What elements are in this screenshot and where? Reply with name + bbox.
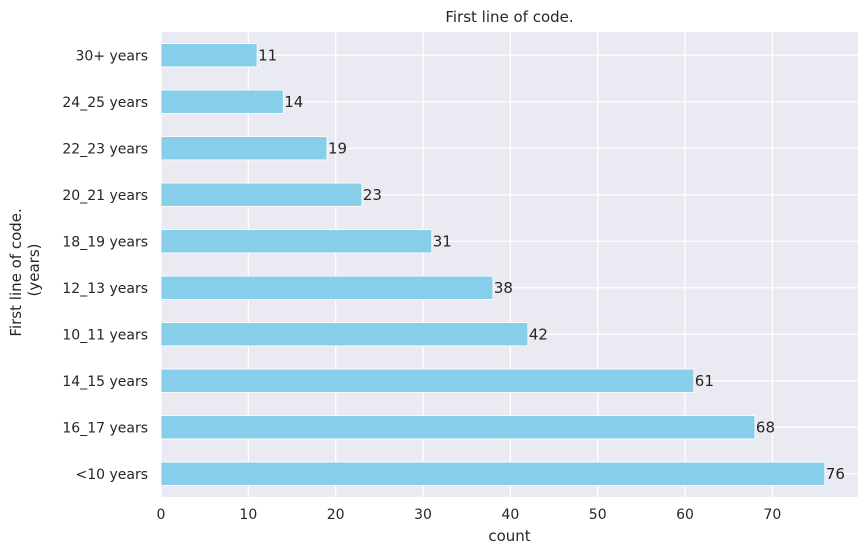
bar-value-label: 38 [494,279,513,297]
bar-value-label: 14 [284,93,303,111]
bar-value-label: 42 [529,325,548,343]
x-tick-label: 20 [327,507,345,523]
bar-value-label: 11 [258,46,277,64]
data-labels: 11 14 19 23 31 38 42 61 68 76 [258,46,845,483]
y-tick-label: 14_15 years [62,374,148,390]
bars [160,43,826,486]
bar [160,136,328,161]
bar [160,182,363,207]
y-tick-label: 22_23 years [62,141,148,157]
y-axis-label-line-1: First line of code. [7,208,25,336]
x-tick-label: 0 [157,507,166,523]
bar [160,461,826,486]
x-tick-labels: 0 10 20 30 40 50 60 70 [157,507,782,523]
bar-value-label: 76 [826,465,845,483]
x-axis-label: count [488,527,530,545]
bar [160,322,529,347]
bar-value-label: 31 [433,232,452,250]
x-tick-label: 30 [414,507,432,523]
x-tick-label: 40 [501,507,519,523]
y-tick-label: <10 years [75,467,148,483]
y-axis-label: First line of code. (years) [7,203,43,336]
y-tick-label: 30+ years [75,48,148,64]
y-axis-label-line-2: (years) [25,244,43,297]
y-tick-labels: 30+ years 24_25 years 22_23 years 20_21 yea… [62,48,148,483]
bar-value-label: 61 [695,372,714,390]
bar [160,89,284,114]
x-tick-label: 60 [676,507,694,523]
y-tick-label: 12_13 years [62,281,148,297]
bar-value-label: 23 [363,186,382,204]
bar [160,275,494,300]
bar [160,415,756,440]
bar-value-label: 19 [328,139,347,157]
x-tick-label: 70 [763,507,781,523]
bar-value-label: 68 [756,418,775,436]
y-tick-label: 20_21 years [62,188,148,204]
x-tick-label: 10 [239,507,257,523]
y-tick-label: 24_25 years [62,95,148,111]
x-tick-label: 50 [589,507,607,523]
chart-title: First line of code. [445,8,573,26]
y-tick-label: 16_17 years [62,420,148,436]
y-tick-label: 18_19 years [62,234,148,250]
y-tick-label: 10_11 years [62,327,148,343]
bar [160,43,258,68]
bar [160,229,433,254]
bar [160,368,695,393]
